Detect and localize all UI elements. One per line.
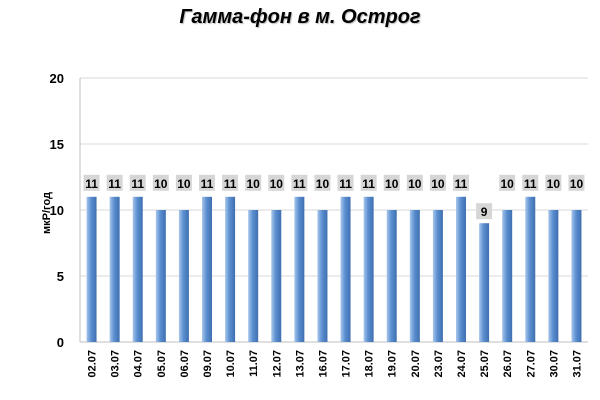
y-tick-label: 20 [50,71,64,86]
data-label: 10 [385,177,399,191]
data-label: 11 [293,177,306,191]
bar [294,196,305,342]
y-tick-label: 0 [57,335,64,350]
data-label-box [199,174,215,191]
x-tick-label: 04.07 [133,350,145,378]
bar [548,210,559,342]
data-label: 10 [570,177,584,191]
bar [340,196,351,342]
bar [409,210,420,342]
x-tick-label: 27.07 [525,350,537,378]
bar [502,210,513,342]
data-label: 10 [270,177,284,191]
y-tick-label: 15 [50,137,64,152]
bar [432,210,443,342]
x-tick-label: 17.07 [341,350,353,378]
data-label-box [383,174,400,191]
bar [271,210,282,342]
data-label-box [360,174,377,191]
data-label: 11 [455,177,468,191]
bar [86,196,97,342]
x-tick-label: 24.07 [456,350,468,378]
bar [155,210,166,342]
x-tick-label: 06.07 [179,350,191,378]
data-label: 11 [524,177,537,191]
bar [363,196,374,342]
x-tick-label: 20.07 [410,350,422,378]
bar [386,210,397,342]
x-tick-label: 26.07 [502,350,514,378]
data-label: 11 [224,177,237,191]
bar [202,196,212,342]
data-label-box [568,174,585,191]
data-label-box [406,174,423,191]
data-label: 10 [408,177,422,191]
data-label-box [291,174,308,191]
x-tick-label: 05.07 [156,350,168,378]
bar [317,210,328,342]
bar [132,196,143,342]
data-label: 10 [547,177,561,191]
data-label: 10 [316,177,330,191]
bar [225,196,236,342]
y-tick-label: 5 [57,269,64,284]
x-tick-label: 25.07 [479,350,491,378]
x-tick-label: 31.07 [571,350,583,378]
data-label: 11 [362,177,375,191]
y-axis-label: мкР/год [41,192,53,234]
bar [109,196,120,342]
data-label-box [476,203,493,220]
x-tick-label: 23.07 [433,350,445,378]
x-tick-label: 11.07 [248,350,260,377]
x-tick-label: 10.07 [225,350,237,378]
bar [571,210,582,342]
x-tick-label: 13.07 [294,350,306,378]
bar [525,196,536,342]
data-label: 10 [177,177,191,191]
x-tick-label: 19.07 [387,350,399,378]
data-label-box [83,174,100,191]
data-label: 10 [247,177,261,191]
data-label: 11 [108,177,121,191]
bar [178,210,189,342]
data-label-box [429,174,446,191]
data-label-box [175,174,192,191]
data-label-box [314,174,331,191]
data-label: 10 [154,177,168,191]
x-tick-label: 09.07 [202,350,214,378]
data-label: 10 [431,177,445,191]
chart-title: Гамма-фон в м. Острог [179,6,421,28]
data-label: 10 [501,177,515,191]
x-tick-label: 30.07 [548,350,560,378]
data-label-box [268,174,285,191]
x-tick-label: 18.07 [364,350,376,378]
x-tick-label: 16.07 [317,350,329,378]
data-label-box [499,174,516,191]
data-label-box [453,174,469,191]
data-label-box [222,174,239,191]
x-tick-label: 03.07 [110,350,122,378]
y-tick-label: 10 [50,203,64,218]
bar [456,196,466,342]
data-label: 11 [85,177,98,191]
data-label-box [129,174,146,191]
data-label-box [245,174,262,191]
data-label-box [337,174,354,191]
data-label-box [106,174,123,191]
x-tick-label: 12.07 [271,350,283,378]
data-label-box [152,174,169,191]
x-tick-label: 02.07 [87,350,99,378]
data-label: 11 [339,177,352,191]
data-label: 11 [131,177,144,191]
data-label: 11 [201,177,214,191]
bar [479,223,490,342]
data-label-box [522,174,539,191]
data-label-box [545,174,562,191]
data-label: 9 [481,205,488,219]
bar [248,210,259,342]
